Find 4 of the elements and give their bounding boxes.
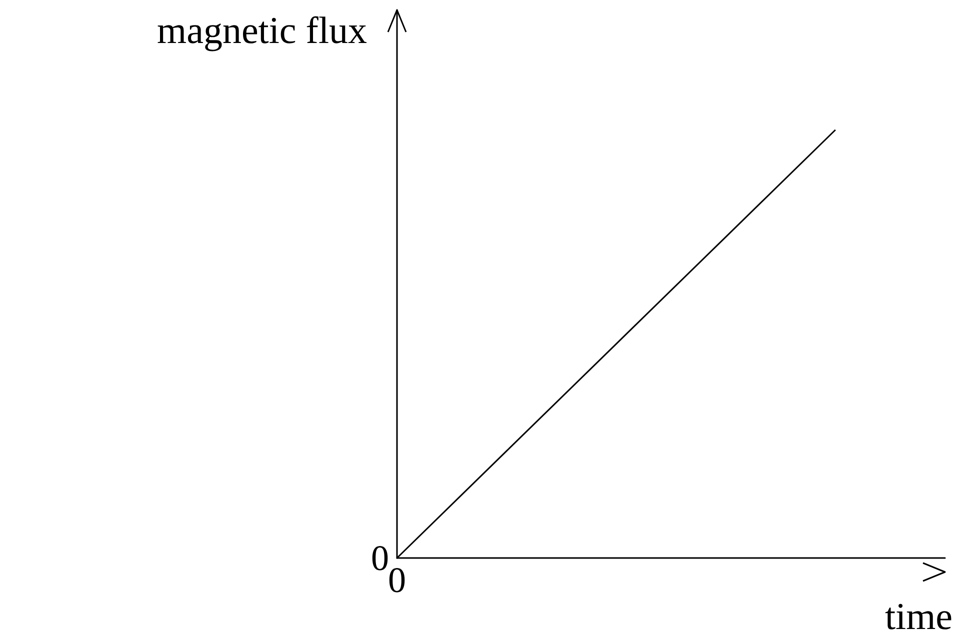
text: 0 [371,538,389,578]
x-axis-title: time [885,596,953,636]
y-axis-title: magnetic flux [157,10,367,52]
text: 0 [388,560,406,600]
